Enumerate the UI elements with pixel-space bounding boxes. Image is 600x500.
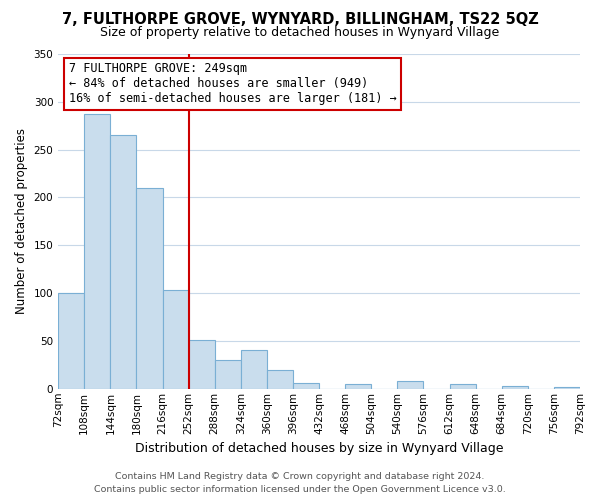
Bar [554, 387, 580, 389]
Bar [84, 114, 110, 389]
X-axis label: Distribution of detached houses by size in Wynyard Village: Distribution of detached houses by size … [135, 442, 503, 455]
Bar [502, 386, 528, 389]
Text: Size of property relative to detached houses in Wynyard Village: Size of property relative to detached ho… [100, 26, 500, 39]
Bar [215, 360, 241, 389]
Text: 7, FULTHORPE GROVE, WYNYARD, BILLINGHAM, TS22 5QZ: 7, FULTHORPE GROVE, WYNYARD, BILLINGHAM,… [62, 12, 538, 28]
Bar [241, 350, 267, 389]
Bar [58, 293, 84, 389]
Bar [163, 290, 188, 389]
Bar [345, 384, 371, 389]
Text: 7 FULTHORPE GROVE: 249sqm
← 84% of detached houses are smaller (949)
16% of semi: 7 FULTHORPE GROVE: 249sqm ← 84% of detac… [68, 62, 397, 106]
Text: Contains HM Land Registry data © Crown copyright and database right 2024.
Contai: Contains HM Land Registry data © Crown c… [94, 472, 506, 494]
Bar [188, 340, 215, 389]
Y-axis label: Number of detached properties: Number of detached properties [15, 128, 28, 314]
Bar [110, 136, 136, 389]
Bar [449, 384, 476, 389]
Bar [267, 370, 293, 389]
Bar [136, 188, 163, 389]
Bar [397, 381, 424, 389]
Bar [293, 383, 319, 389]
